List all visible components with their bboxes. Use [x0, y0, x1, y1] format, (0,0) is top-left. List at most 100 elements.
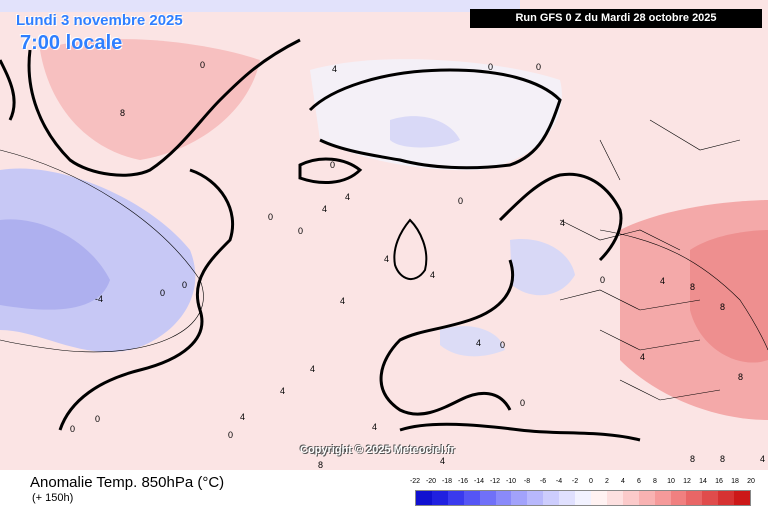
legend-tick-label: 0 — [589, 478, 593, 485]
coastline-scandinavia — [498, 172, 623, 262]
legend-swatch — [638, 491, 655, 505]
legend-tick-label: -20 — [425, 478, 437, 485]
legend-tick-label: 16 — [715, 478, 723, 485]
legend-tick-label: 18 — [731, 478, 739, 485]
legend-swatch — [670, 491, 687, 505]
legend-swatch — [416, 491, 432, 505]
legend-swatch — [718, 491, 735, 505]
svg-text:4: 4 — [340, 296, 345, 306]
svg-text:4: 4 — [280, 386, 285, 396]
legend-swatch — [431, 491, 448, 505]
legend-swatch — [495, 491, 512, 505]
svg-text:8: 8 — [720, 454, 725, 464]
svg-text:0: 0 — [200, 60, 205, 70]
svg-text:4: 4 — [345, 192, 350, 202]
svg-text:4: 4 — [640, 352, 645, 362]
svg-text:4: 4 — [440, 456, 445, 466]
svg-text:0: 0 — [95, 414, 100, 424]
svg-text:4: 4 — [240, 412, 245, 422]
legend-tick-label: 14 — [699, 478, 707, 485]
legend-tick-label: 20 — [747, 478, 755, 485]
svg-text:0: 0 — [298, 226, 303, 236]
lead-time: (+ 150h) — [32, 492, 74, 504]
cold-anomaly-north — [390, 116, 460, 148]
svg-text:0: 0 — [182, 280, 187, 290]
svg-text:4: 4 — [560, 218, 565, 228]
legend-swatch — [606, 491, 623, 505]
svg-text:0: 0 — [520, 398, 525, 408]
svg-text:4: 4 — [322, 204, 327, 214]
svg-text:4: 4 — [384, 254, 389, 264]
legend-swatch — [590, 491, 607, 505]
legend-swatch — [734, 491, 751, 505]
svg-text:4: 4 — [430, 270, 435, 280]
legend-color-bar — [415, 490, 751, 506]
legend-tick-label: -10 — [505, 478, 517, 485]
coastline-iceland — [298, 157, 363, 184]
legend-swatch — [702, 491, 719, 505]
legend-tick-label: 8 — [653, 478, 657, 485]
svg-text:8: 8 — [720, 302, 725, 312]
coastline-greenland — [27, 38, 301, 177]
svg-text:0: 0 — [70, 424, 75, 434]
legend-tick-label: 12 — [683, 478, 691, 485]
legend-tick-label: 4 — [621, 478, 625, 485]
svg-text:0: 0 — [330, 160, 335, 170]
warm-anomaly-greenland — [40, 39, 260, 161]
temperature-anomaly-map: 8 0 4 0 0 0 4 4 0 0 0 0 -4 4 4 4 0 4 0 8… — [0, 0, 768, 470]
legend-tick-label: -14 — [473, 478, 485, 485]
cold-anomaly-core — [0, 219, 110, 310]
svg-text:0: 0 — [488, 62, 493, 72]
svg-text:8: 8 — [120, 108, 125, 118]
copyright-notice: Copyright © 2025 Meteociel.fr — [300, 444, 455, 456]
svg-text:0: 0 — [268, 212, 273, 222]
legend-swatch — [686, 491, 703, 505]
legend-tick-label: -18 — [441, 478, 453, 485]
coastline-uk — [393, 218, 428, 280]
svg-text:0: 0 — [458, 196, 463, 206]
svg-text:0: 0 — [600, 275, 605, 285]
legend-tick-label: -2 — [571, 478, 579, 485]
legend-swatch — [654, 491, 671, 505]
svg-text:4: 4 — [660, 276, 665, 286]
contour-labels: 8 0 4 0 0 0 4 4 0 0 0 0 -4 4 4 4 0 4 0 8… — [70, 60, 765, 470]
legend-swatch — [543, 491, 560, 505]
legend-swatch — [575, 491, 591, 505]
legend-tick-label: -12 — [489, 478, 501, 485]
coastline-atlantic — [58, 168, 235, 431]
legend-tick-label: 2 — [605, 478, 609, 485]
svg-text:4: 4 — [332, 64, 337, 74]
svg-text:0: 0 — [500, 340, 505, 350]
legend-swatch — [527, 491, 544, 505]
cold-anomaly-med — [440, 326, 505, 357]
coastline-north-america — [0, 59, 16, 121]
color-legend: -22 -20 -18 -16 -14 -12 -10 -8 -6 -4 -2 0 2 4 6 8 10 12 14… — [410, 478, 755, 506]
legend-swatch — [622, 491, 639, 505]
coastline-europe — [379, 259, 515, 416]
svg-text:8: 8 — [690, 282, 695, 292]
legend-swatch — [559, 491, 576, 505]
svg-text:0: 0 — [228, 430, 233, 440]
legend-swatch — [511, 491, 528, 505]
svg-text:8: 8 — [318, 460, 323, 470]
forecast-local-time: 7:00 locale — [20, 32, 123, 54]
contour-zero — [0, 149, 204, 353]
coastline-mediterranean — [399, 422, 641, 442]
legend-tick-label: -16 — [457, 478, 469, 485]
svg-text:4: 4 — [476, 338, 481, 348]
legend-tick-label: 10 — [667, 478, 675, 485]
svg-text:4: 4 — [760, 454, 765, 464]
svg-text:0: 0 — [160, 288, 165, 298]
legend-swatch — [479, 491, 496, 505]
parameter-title: Anomalie Temp. 850hPa (°C) — [30, 474, 225, 491]
svg-text:4: 4 — [372, 422, 377, 432]
legend-tick-label: -4 — [555, 478, 563, 485]
svg-text:4: 4 — [310, 364, 315, 374]
forecast-date: Lundi 3 novembre 2025 — [16, 12, 183, 29]
legend-tick-label: -8 — [523, 478, 531, 485]
country-borders — [559, 119, 741, 401]
coastline-arctic — [308, 68, 562, 170]
legend-tick-label: -6 — [539, 478, 547, 485]
svg-text:0: 0 — [536, 62, 541, 72]
model-run-info: Run GFS 0 Z du Mardi 28 octobre 2025 — [470, 9, 762, 28]
